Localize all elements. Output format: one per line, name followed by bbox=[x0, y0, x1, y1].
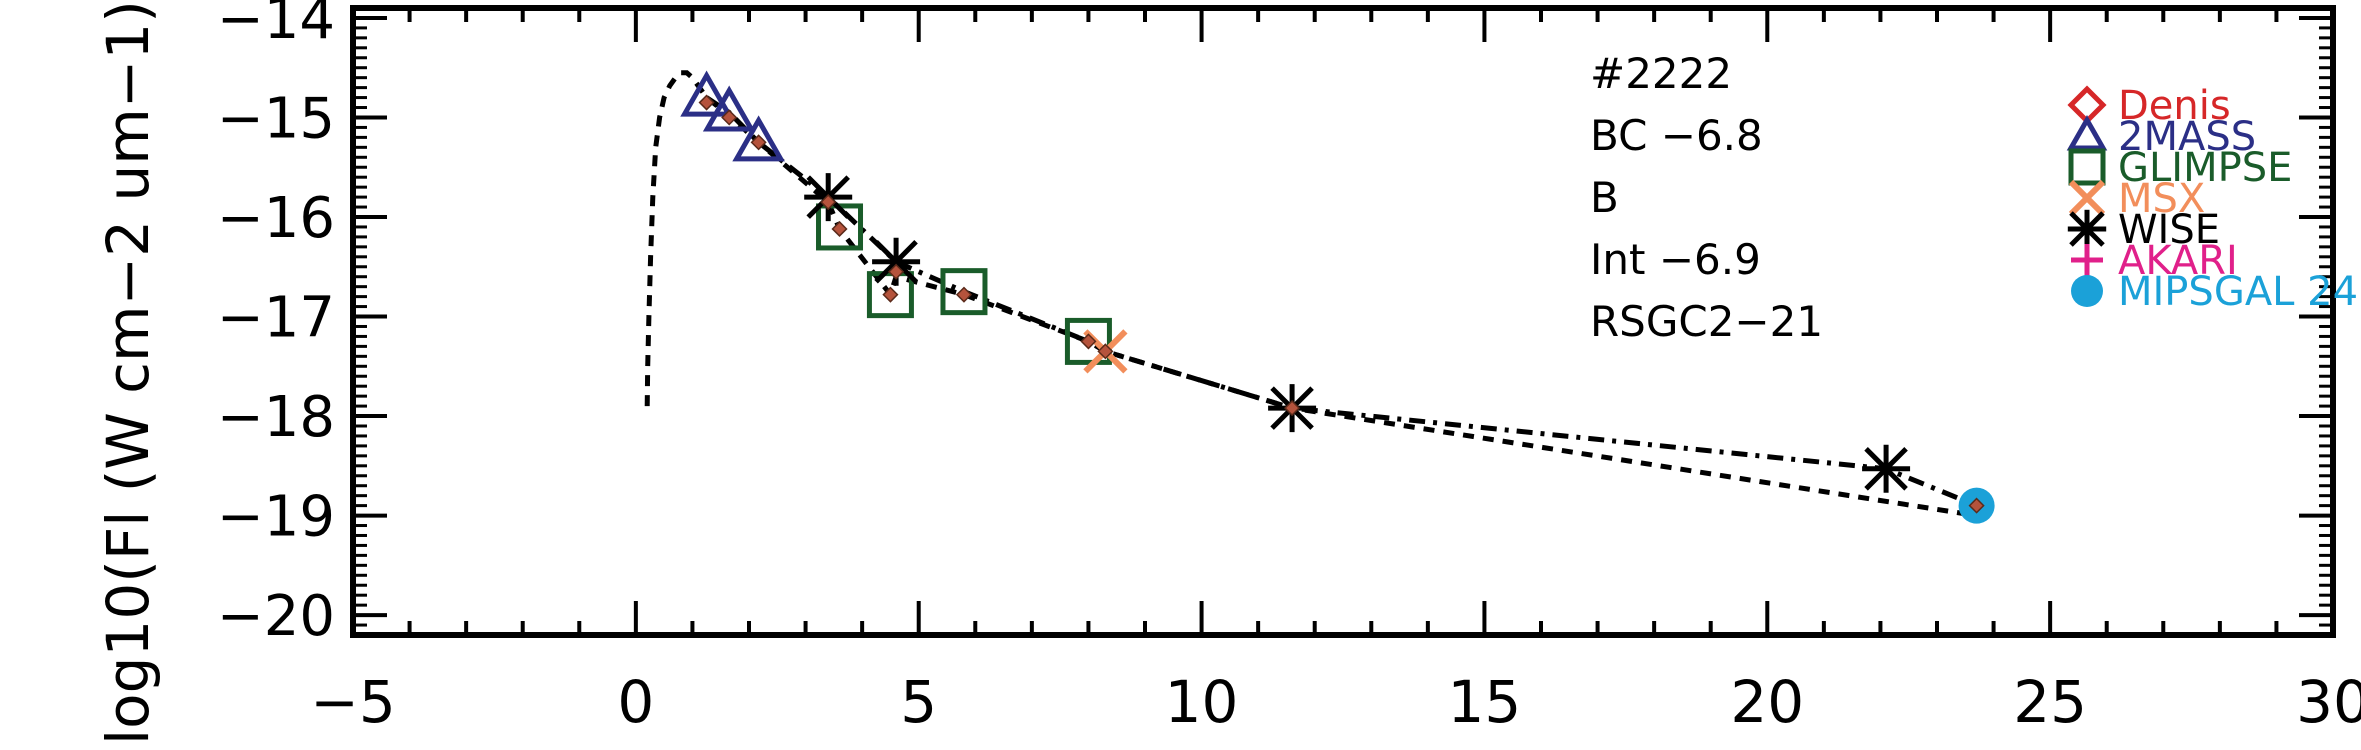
legend-marker-msx bbox=[2068, 179, 2106, 217]
synthetic-photometry-point bbox=[955, 286, 973, 303]
x-tick-label: 15 bbox=[1448, 668, 1522, 736]
legend-label: Denis bbox=[2118, 83, 2231, 129]
legend-marker-mipsgal-24 bbox=[2071, 275, 2103, 307]
legend-label: AKARI bbox=[2118, 238, 2238, 284]
x-tick-label: 0 bbox=[617, 668, 654, 736]
synthetic-photometry-point bbox=[1284, 400, 1301, 417]
synthetic-photometry-point bbox=[1080, 333, 1097, 350]
legend-label: MSX bbox=[2118, 176, 2205, 222]
annotation-line: #2222 bbox=[1590, 49, 1732, 98]
2mass-point bbox=[732, 115, 785, 162]
wise-point bbox=[1862, 444, 1911, 493]
plot-frame bbox=[350, 5, 2336, 638]
synthetic-photometry-point bbox=[882, 286, 899, 303]
legend-marker-wise bbox=[2067, 209, 2107, 249]
annotation-line: Int −6.9 bbox=[1590, 235, 1761, 284]
synthetic-photometry-point bbox=[888, 263, 905, 280]
synthetic-photometry-point bbox=[698, 94, 715, 111]
legend-label: WISE bbox=[2118, 207, 2220, 253]
legend-marker-glimpse bbox=[2068, 148, 2106, 186]
2mass-point bbox=[702, 85, 756, 132]
synthetic-photometry-point bbox=[831, 220, 848, 238]
synthetic-photometry-point bbox=[820, 194, 837, 211]
x-tick-label: 25 bbox=[2013, 668, 2087, 736]
annotation-line: RSGC2−21 bbox=[1590, 297, 1823, 346]
model-sed-curve bbox=[644, 70, 1984, 519]
y-tick-label: −15 bbox=[217, 86, 335, 151]
y-tick-label: −20 bbox=[217, 584, 335, 649]
legend-marker-2mass bbox=[2066, 114, 2108, 151]
x-tick-label: 10 bbox=[1165, 668, 1239, 736]
legend-marker-akari bbox=[2071, 244, 2103, 276]
synthetic-photometry-point bbox=[721, 109, 738, 126]
glimpse-point bbox=[1064, 317, 1112, 365]
x-tick-label: 5 bbox=[900, 668, 937, 736]
synthetic-photometry-point bbox=[1968, 497, 1985, 514]
y-tick-label: −19 bbox=[217, 485, 335, 550]
annotation-line: BC −6.8 bbox=[1590, 111, 1763, 160]
annotation-line: B bbox=[1590, 173, 1619, 222]
synthetic-photometry-point bbox=[1097, 343, 1114, 360]
x-tick-label: 30 bbox=[2296, 668, 2361, 736]
legend-label: MIPSGAL 24 bbox=[2118, 269, 2358, 315]
x-tick-label: −5 bbox=[310, 668, 396, 736]
glimpse-point bbox=[940, 268, 988, 316]
synthetic-photometry-point bbox=[750, 134, 767, 151]
y-tick-label: −18 bbox=[217, 385, 335, 450]
y-tick-label: −14 bbox=[217, 0, 335, 52]
legend-label: 2MASS bbox=[2118, 114, 2256, 160]
legend-label: GLIMPSE bbox=[2118, 145, 2292, 191]
y-axis-label: log10(Fl (W cm−2 um−1)) bbox=[94, 0, 162, 745]
y-tick-label: −16 bbox=[217, 186, 335, 251]
2mass-point bbox=[680, 70, 733, 117]
y-tick-label: −17 bbox=[217, 286, 335, 351]
x-tick-label: 20 bbox=[1730, 668, 1804, 736]
